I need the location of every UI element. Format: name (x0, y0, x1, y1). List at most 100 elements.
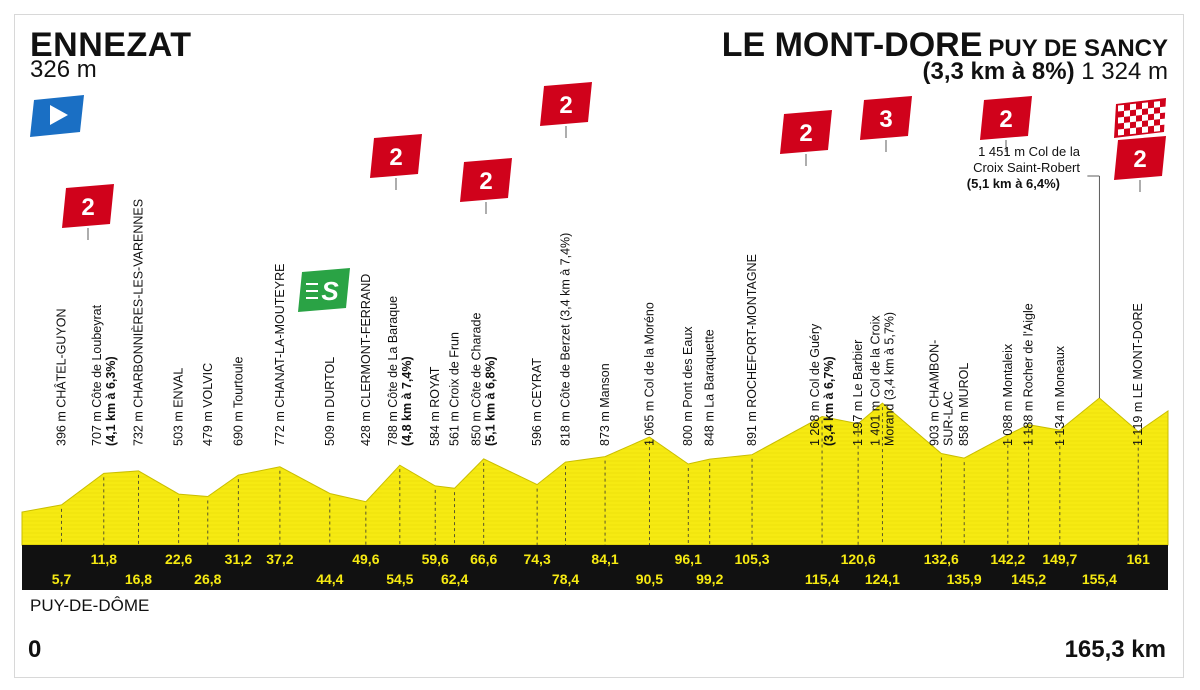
climb-category-label: 2 (999, 106, 1012, 133)
croix-saint-robert-label: (5,1 km à 6,4%) (967, 176, 1060, 191)
finish-altitude: 1 324 m (1081, 58, 1168, 85)
place-label: 1 065 m Col de la Moréno (642, 302, 656, 446)
km-bar (22, 545, 1168, 590)
profile-frame (14, 14, 1184, 678)
climb-category-icon (1114, 136, 1166, 180)
place-label: (5,1 km à 6,8%) (484, 356, 498, 446)
flag-square (1130, 115, 1136, 123)
km-labels: 11,8 22,6 31,2 37,2 49,6 59,6 66,6 74,3 84,1 96,1… (52, 551, 1150, 587)
upper-km-label: 11,8 (91, 551, 118, 567)
lower-km-label: 115,4 (805, 571, 839, 587)
climb-category-label: 2 (81, 194, 94, 221)
flag-square (1118, 104, 1124, 112)
climb-category-icon (62, 184, 114, 228)
place-label: 1 268 m Col de Guéry (808, 323, 822, 446)
lower-km-label: 124,1 (865, 571, 900, 587)
lower-km-label: 62,4 (441, 571, 468, 587)
upper-km-label: 120,6 (841, 551, 876, 567)
start-altitude: 326 m (30, 56, 97, 83)
flag-square (1154, 101, 1160, 108)
climb-category-label: 2 (1133, 146, 1146, 173)
upper-km-label: 149,7 (1042, 551, 1077, 567)
place-label: 858 m MUROL (957, 363, 971, 446)
croix-saint-robert-label: Croix Saint-Robert (973, 160, 1080, 175)
upper-km-label: 59,6 (422, 551, 449, 567)
place-label: 561 m Croix de Frun (448, 332, 462, 446)
lower-km-label: 99,2 (696, 571, 723, 587)
km-end: 165,3 km (1064, 636, 1166, 663)
place-label: 891 m ROCHEFORT-MONTAGNE (745, 254, 759, 446)
climb-category-label: 2 (559, 92, 572, 119)
flag-square (1118, 116, 1124, 124)
place-label: (4,1 km à 6,3%) (104, 356, 118, 446)
flag-square (1136, 120, 1142, 128)
place-label: 596 m CEYRAT (530, 358, 544, 446)
lower-km-label: 5,7 (52, 571, 72, 587)
place-label: 848 m La Baraquette (703, 329, 717, 446)
start-town: ENNEZAT (30, 26, 192, 64)
place-label: 788 m Côte de La Baraque (386, 296, 400, 446)
climb-category-label: 2 (799, 120, 812, 147)
place-label: 1 134 m Moneaux (1053, 345, 1067, 446)
place-label: 396 m CHÂTEL-GUYON (54, 308, 69, 446)
upper-km-label: 31,2 (225, 551, 252, 567)
flag-square (1160, 106, 1166, 114)
place-label: 1 119 m LE MONT-DORE (1131, 303, 1145, 446)
flag-square (1142, 126, 1148, 133)
upper-km-label: 37,2 (266, 551, 293, 567)
upper-km-label: 84,1 (591, 551, 618, 567)
place-label: 818 m Côte de Berzet (3,4 km à 7,4%) (559, 233, 573, 446)
place-label: 732 m CHARBONNIÈRES-LES-VARENNES (130, 199, 145, 446)
place-label: 800 m Pont des Eaux (681, 326, 695, 446)
lower-km-label: 155,4 (1082, 571, 1117, 587)
flag-square (1142, 102, 1148, 109)
place-label: 428 m CLERMONT-FERRAND (359, 274, 373, 446)
lower-km-label: 26,8 (194, 571, 221, 587)
elevation-area (21, 397, 1169, 546)
climb-category-icon (980, 96, 1032, 140)
finish-details: (3,3 km à 8%) 1 324 m (923, 58, 1168, 86)
profile-stripes (22, 400, 1168, 542)
climb-category-label: 3 (879, 106, 892, 133)
finish-town: LE MONT-DORE PUY DE SANCY (722, 28, 1168, 62)
km-start: 0 (28, 636, 42, 663)
lower-km-label: 54,5 (386, 571, 413, 587)
climb-category-label: 2 (479, 168, 492, 195)
lower-km-label: 90,5 (636, 571, 663, 587)
lower-km-label: 135,9 (947, 571, 982, 587)
place-label: 1 188 m Rocher de l'Aigle (1022, 303, 1036, 446)
finish-flag-icon (1114, 98, 1166, 138)
sprint-icon (298, 268, 350, 312)
climb-category-icon (540, 82, 592, 126)
flag-square (1142, 114, 1148, 121)
flag-square (1148, 119, 1154, 127)
place-label: (4,8 km à 7,4%) (400, 356, 414, 446)
finish-climb: (3,3 km à 8%) (922, 58, 1075, 85)
place-label: 707 m Côte de Loubeyrat (90, 304, 104, 446)
upper-km-label: 66,6 (470, 551, 497, 567)
place-label: 503 m ENVAL (172, 368, 186, 446)
flag-square (1154, 113, 1160, 120)
place-label: SUR-LAC (941, 391, 955, 446)
upper-km-label: 142,2 (990, 551, 1025, 567)
lower-km-label: 44,4 (316, 571, 343, 587)
upper-km-label: 161 (1127, 551, 1151, 567)
upper-km-label: 105,3 (735, 551, 770, 567)
place-label: 690 m Tourtoule (231, 357, 245, 446)
flag-square (1118, 128, 1124, 136)
flag-square (1148, 107, 1154, 115)
climb-category-icon (860, 96, 912, 140)
upper-km-label: 22,6 (165, 551, 192, 567)
place-label: 1 088 m Montaleix (1001, 343, 1015, 446)
climb-badges: 2 2 2 2 2 3 2 2 (62, 82, 1166, 240)
place-label: 873 m Manson (598, 363, 612, 446)
start-flag-icon (30, 95, 84, 137)
flag-square (1124, 122, 1130, 129)
climb-category-icon (780, 110, 832, 154)
upper-km-label: 96,1 (675, 551, 702, 567)
place-label: 584 m ROYAT (428, 366, 442, 446)
lower-km-label: 78,4 (552, 571, 579, 587)
upper-km-label: 49,6 (352, 551, 379, 567)
place-label: 772 m CHANAT-LA-MOUTEYRE (273, 264, 287, 446)
flag-square (1124, 110, 1130, 117)
